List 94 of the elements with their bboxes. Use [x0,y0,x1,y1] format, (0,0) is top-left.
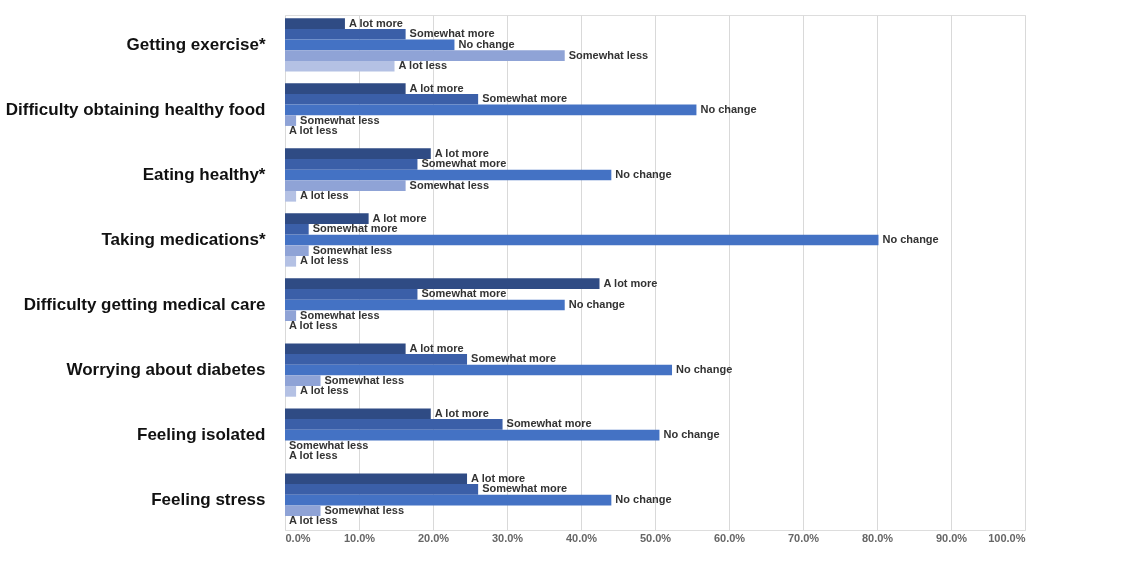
bar [285,343,406,355]
bar [285,148,431,159]
text: Somewhat less [324,503,404,516]
text: A lot more [434,406,489,419]
text: A lot more [409,341,464,354]
text: A lot more [603,276,658,289]
x-tick-label: 30.0% [491,531,524,544]
y-tick-label: Difficulty getting medical care [23,295,266,315]
bar [285,39,455,51]
bar [285,419,503,430]
bar [285,255,297,267]
bar [285,180,406,191]
y-tick-label: Difficulty obtaining healthy food [5,99,266,119]
bar [285,223,309,235]
text: A lot more [434,146,489,159]
bar [285,158,418,170]
x-tick-label: 80.0% [861,531,894,544]
text: A lot less [300,189,349,202]
text: A lot less [300,254,349,267]
bar [285,494,612,506]
bar [285,50,565,61]
bar [285,473,468,485]
x-tick-label: 60.0% [713,531,746,544]
text: A lot more [372,211,427,224]
x-tick-label: 20.0% [417,531,450,544]
text: Somewhat less [300,113,380,126]
bar [285,429,660,441]
series-label: Somewhat more [409,27,495,40]
text: A lot more [471,471,526,484]
x-tick-label: 40.0% [565,531,598,544]
bar [285,60,395,72]
series-label: A lot less [398,59,448,72]
bar [285,83,406,94]
text: Somewhat more [421,157,507,170]
x-tick-label: 70.0% [787,531,820,544]
y-tick-label: Feeling isolated [137,425,266,445]
bar [285,386,297,397]
x-tick-label: 0.0% [285,531,311,544]
bar [285,354,468,365]
text: Somewhat less [409,178,490,191]
text: Somewhat more [471,352,557,365]
text: No change [663,428,720,441]
y-tick-label: Taking medications* [101,229,266,249]
series-label: Somewhat less [568,48,649,61]
bar [285,104,697,116]
bar [285,169,612,181]
bar [285,213,369,224]
bar [285,245,309,256]
text: No change [615,493,672,506]
text: A lot less [289,124,338,137]
bar [285,28,406,40]
text: No change [700,102,757,115]
x-tick-label: 90.0% [935,531,968,544]
text: A lot more [409,81,464,94]
bar [285,505,321,517]
text: Somewhat less [312,243,393,256]
text: No change [676,363,733,376]
text: A lot less [289,514,338,527]
bar [285,310,297,322]
y-tick-label: Feeling stress [151,490,266,510]
y-tick-label: Getting exercise* [126,34,266,54]
bar [285,375,321,387]
series-label: No change [458,37,515,50]
text: A lot less [289,449,338,462]
bar [285,364,673,376]
text: Somewhat more [312,222,398,235]
bar [285,93,479,105]
y-tick-label: Eating healthy* [142,164,266,184]
bar [285,18,345,29]
bar [285,115,297,126]
text: Somewhat more [421,287,507,300]
x-tick-label: 100.0% [988,531,1026,544]
bar [285,278,600,290]
text: A lot less [289,319,338,332]
text: A lot less [300,384,349,397]
bar [285,299,565,311]
text: Somewhat less [300,308,380,321]
y-tick-label: Worrying about diabetes [66,360,266,380]
text: Somewhat more [506,417,592,430]
series-label: A lot more [348,16,403,29]
bar [285,408,431,420]
bar [285,190,297,202]
text: No change [882,232,939,245]
text: No change [568,298,625,311]
x-tick-label: 10.0% [343,531,376,544]
bar [285,484,479,495]
text: Somewhat less [324,373,404,386]
text: Somewhat less [289,438,369,451]
bar [285,289,418,300]
text: Somewhat more [482,92,568,105]
text: No change [615,167,672,180]
bar [285,234,879,246]
text: Somewhat more [482,482,568,495]
x-tick-label: 50.0% [639,531,672,544]
